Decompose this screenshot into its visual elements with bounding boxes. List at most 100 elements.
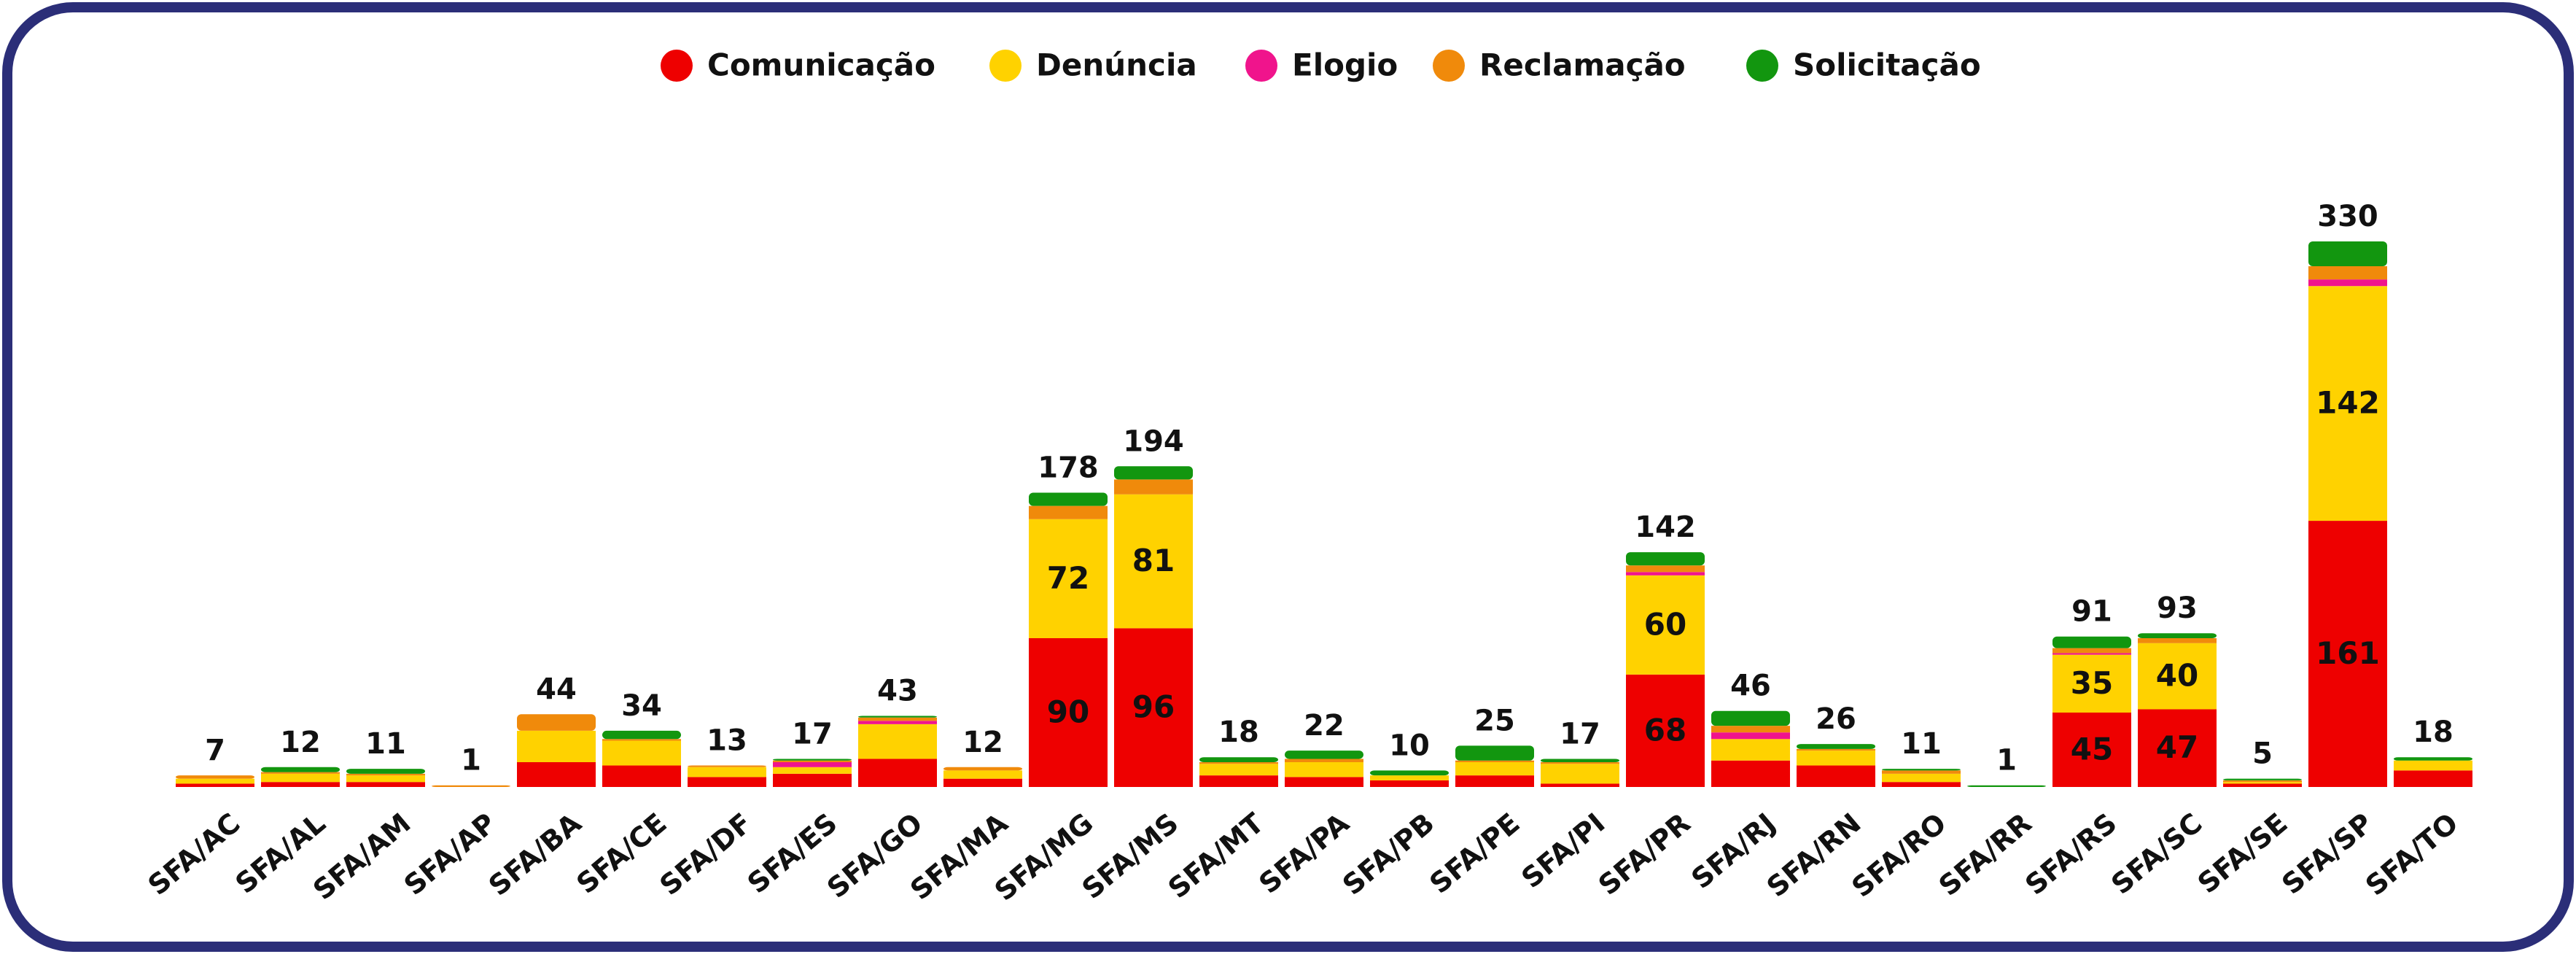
legend-swatch xyxy=(1245,50,1277,82)
legend-swatch xyxy=(989,50,1022,82)
bar-segment xyxy=(261,772,340,774)
total-label: 1 xyxy=(1996,744,2017,777)
bar-segment xyxy=(1797,744,1875,749)
bar-segment xyxy=(858,717,937,721)
bar-segment xyxy=(1541,764,1619,784)
bar-segment xyxy=(1797,751,1875,766)
total-label: 93 xyxy=(2157,592,2198,625)
total-label: 18 xyxy=(1218,716,1259,749)
total-label: 330 xyxy=(2317,200,2378,233)
total-label: 22 xyxy=(1304,709,1345,742)
bar-segment xyxy=(1626,572,1705,575)
bar-segment xyxy=(1626,565,1705,573)
bar-segment xyxy=(602,730,681,740)
bar-segment xyxy=(2223,780,2302,783)
bar-segment xyxy=(2308,521,2387,787)
bar-segment xyxy=(688,765,766,767)
total-label: 7 xyxy=(205,734,225,767)
total-label: 46 xyxy=(1730,670,1771,703)
total-label: 1 xyxy=(461,744,481,777)
bar-segment xyxy=(773,759,852,761)
segment-label: 40 xyxy=(2156,658,2198,694)
bar-segment xyxy=(517,730,596,762)
bar-segment xyxy=(1285,762,1363,777)
bar-segment xyxy=(2308,286,2387,521)
bar-segment xyxy=(1455,775,1534,787)
bar-segment xyxy=(346,782,425,787)
bar-segment xyxy=(2052,636,2131,648)
total-label: 13 xyxy=(707,724,747,758)
bar-segment xyxy=(1797,748,1875,751)
total-label: 25 xyxy=(1474,704,1515,737)
bar-segment xyxy=(517,714,596,731)
segment-label: 96 xyxy=(1132,689,1175,725)
bar-segment xyxy=(602,739,681,741)
bar-segment xyxy=(2223,778,2302,780)
bar-segment xyxy=(1114,494,1193,629)
segment-label: 72 xyxy=(1047,560,1089,596)
bar-segment xyxy=(858,759,937,787)
bar-segment xyxy=(2052,653,2131,655)
bar-segment xyxy=(1626,674,1705,787)
bar-segment xyxy=(1114,466,1193,480)
bar-segment xyxy=(1541,783,1619,787)
bar-segment xyxy=(1541,759,1619,762)
total-label: 5 xyxy=(2252,737,2273,771)
bar-segment xyxy=(1029,505,1108,519)
bar-segment xyxy=(176,778,254,784)
legend-swatch xyxy=(1433,50,1465,82)
bar-segment xyxy=(1029,519,1108,638)
total-label: 44 xyxy=(536,672,577,706)
bar-segment xyxy=(2223,783,2302,787)
bar-segment xyxy=(1455,745,1534,761)
segment-label: 68 xyxy=(1644,712,1686,748)
bar-segment xyxy=(1285,759,1363,762)
bar-segment xyxy=(1370,775,1449,780)
bar-segment xyxy=(1711,739,1790,761)
bar-segment xyxy=(2052,713,2131,787)
bar-segment xyxy=(602,765,681,787)
bar-segment xyxy=(773,773,852,787)
bar-segment xyxy=(858,724,937,759)
bar-segment xyxy=(688,767,766,777)
bar-segment xyxy=(2394,770,2472,787)
bar-segment xyxy=(2138,633,2217,638)
total-label: 91 xyxy=(2071,595,2112,629)
bar-segment xyxy=(1711,726,1790,733)
bar-segment xyxy=(2138,643,2217,710)
bar-segment xyxy=(2394,757,2472,761)
bar-segment xyxy=(2308,241,2387,266)
bar-segment xyxy=(346,775,425,783)
bar-segment xyxy=(773,762,852,767)
bar-segment xyxy=(1882,770,1961,774)
bar-segment xyxy=(1711,710,1790,726)
bar-segment xyxy=(1285,751,1363,759)
total-label: 18 xyxy=(2413,716,2454,749)
bar-segment xyxy=(1370,780,1449,787)
legend-label: Comunicação xyxy=(707,47,935,83)
bar-segment xyxy=(2138,709,2217,787)
bar-segment xyxy=(517,762,596,787)
bar-segment xyxy=(1029,638,1108,787)
bar-segment xyxy=(1199,762,1278,764)
total-label: 142 xyxy=(1635,511,1696,544)
bar-segment xyxy=(1626,575,1705,675)
legend-swatch xyxy=(1746,50,1778,82)
segment-label: 90 xyxy=(1047,694,1089,730)
bar-segment xyxy=(346,769,425,774)
bar-segment xyxy=(2394,760,2472,771)
bar-segment xyxy=(1199,775,1278,787)
segment-label: 35 xyxy=(2071,665,2113,701)
total-label: 26 xyxy=(1816,702,1856,736)
bar-segment xyxy=(1541,762,1619,764)
bar-segment xyxy=(1114,479,1193,495)
total-label: 17 xyxy=(792,717,833,751)
bar-segment xyxy=(1455,760,1534,762)
bar-segment xyxy=(688,777,766,787)
total-label: 11 xyxy=(1901,727,1942,761)
bar-segment xyxy=(602,740,681,766)
bar-segment xyxy=(261,767,340,772)
bar-segment xyxy=(432,785,510,787)
